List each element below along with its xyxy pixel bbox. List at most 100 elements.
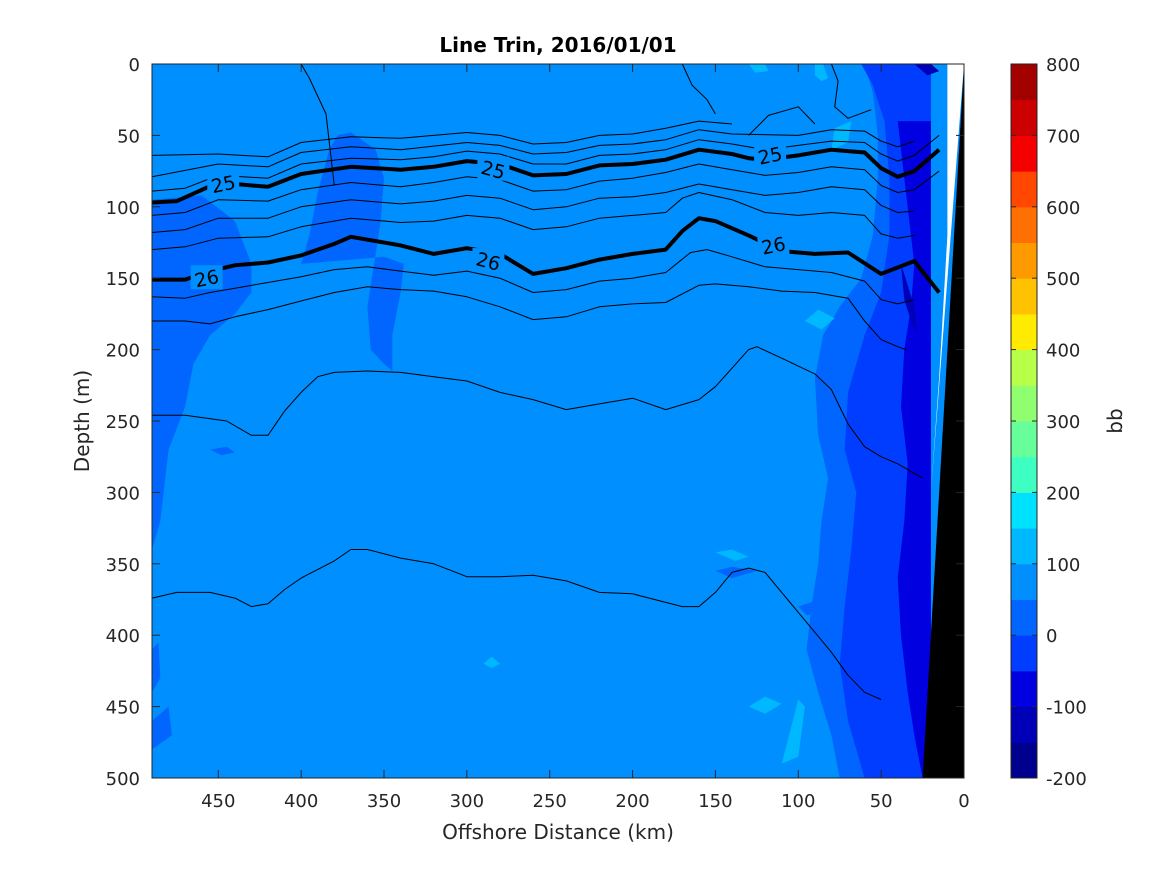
contour-line-thin-3 [152,129,915,178]
contour-label-bg-26-0 [190,265,223,290]
colorbar-level-11 [1011,349,1037,386]
color-patch-15 [715,549,749,561]
color-patch-10 [748,64,769,73]
contour-label-bg-25-2 [754,142,787,167]
bathymetry-edge-gap [930,64,964,493]
colorbar-level-9 [1011,421,1037,458]
x-tick-label: 50 [870,791,893,812]
colorbar-tick-label: 0 [1046,626,1057,647]
colorbar-level-7 [1011,492,1037,529]
color-patch-19 [152,642,161,693]
colorbar-tick-label: 300 [1046,412,1080,433]
y-tick-label: 450 [106,698,140,719]
contour-line-thin-12 [300,64,335,186]
contour-label-bg-25-0 [207,170,240,195]
color-patch-7 [901,263,918,336]
color-patch-9 [814,64,829,82]
y-tick-label: 0 [129,55,140,76]
colorbar-level-19 [1011,64,1037,101]
colorbar-level-6 [1011,528,1037,565]
contour-line-26 [152,216,941,294]
color-patch-21 [798,600,824,616]
colorbar-tick-label: 800 [1046,55,1080,76]
colorbar-level-0 [1011,742,1037,779]
colorbar-level-2 [1011,670,1037,708]
contour-label-bg-26-1 [472,248,505,273]
contour-label-26: 26 [760,233,788,260]
y-tick-label: 150 [106,269,140,290]
x-tick-label: 100 [781,791,815,812]
colorbar-level-8 [1011,456,1037,493]
colorbar-level-10 [1011,385,1037,422]
colorbar-level-14 [1011,242,1037,279]
color-patch-17 [715,566,757,579]
contour-line-thin-9 [152,249,915,305]
colorbar-level-3 [1011,635,1037,672]
contour-label-25: 25 [756,143,784,170]
y-tick-label: 200 [106,341,140,362]
y-tick-label: 50 [117,126,140,147]
x-tick-label: 0 [958,791,969,812]
colorbar-tick-label: 700 [1046,126,1080,147]
y-tick-label: 500 [106,769,140,790]
x-tick-label: 200 [615,791,649,812]
colorbar-tick-label: 100 [1046,555,1080,576]
color-patch-8 [914,64,940,76]
contour-line-thin-13 [681,64,716,115]
y-tick-label: 300 [106,483,140,504]
colorbar-tick-label: 600 [1046,198,1080,219]
y-tick-label: 100 [106,198,140,219]
color-patch-20 [152,706,172,750]
y-axis-label: Depth (m) [70,370,94,472]
x-tick-label: 450 [201,791,235,812]
color-patch-12 [804,309,835,330]
colorbar-tick-label: 200 [1046,483,1080,504]
y-tick-label: 350 [106,555,140,576]
x-tick-label: 350 [367,791,401,812]
color-patch-13 [781,699,805,764]
contour-line-thin-10 [152,346,923,479]
x-tick-label: 250 [533,791,567,812]
contour-label-25: 25 [209,172,237,199]
contour-label-26: 26 [193,266,221,293]
y-axis: 0 50 100 150 200 250 300 350 400 450 500 [106,55,964,790]
contour-line-thin-5 [152,163,940,216]
colorbar-level-4 [1011,599,1037,636]
x-axis-label: Offshore Distance (km) [442,820,674,844]
contour-line-thin-8 [152,283,907,351]
colorbar-level-1 [1011,706,1037,743]
y-tick-label: 250 [106,412,140,433]
color-patch-11 [831,121,852,150]
contour-line-thin-14 [830,64,872,119]
chart-title: Line Trin, 2016/01/01 [439,33,676,57]
contour-line-thin-6 [152,183,915,233]
contour-line-thin-7 [152,192,915,251]
contour-label-bg-26-2 [757,232,790,257]
contour-line-thin-4 [152,120,733,158]
color-patch-14 [748,696,782,714]
colorbar-tick-label: -200 [1046,769,1087,790]
colorbar-level-12 [1011,313,1037,351]
colorbar-level-13 [1011,278,1037,315]
y-tick-label: 400 [106,626,140,647]
colorbar-tick-label: -100 [1046,698,1087,719]
color-patch-2 [301,132,404,371]
contour-label-bg-25-1 [477,156,510,181]
bathymetry-edge [922,64,964,778]
contour-line-25 [152,147,941,205]
color-patch-16 [483,656,500,668]
colorbar: 800 700 600 500 400 300 200 100 0 -100 -200 [1010,55,1087,790]
x-axis: 450 400 350 300 250 200 150 100 50 0 [201,64,970,812]
contour-line-thin-15 [748,106,816,136]
colorbar-level-15 [1011,206,1037,243]
color-patch-18 [210,446,235,456]
colorbar-level-16 [1011,171,1037,208]
x-tick-label: 150 [698,791,732,812]
colorbar-tick-label: 500 [1046,269,1080,290]
colorbar-level-18 [1011,99,1037,136]
colorbar-level-5 [1011,563,1037,600]
contour-line-thin-2 [152,135,940,192]
color-patch-6 [897,121,931,778]
